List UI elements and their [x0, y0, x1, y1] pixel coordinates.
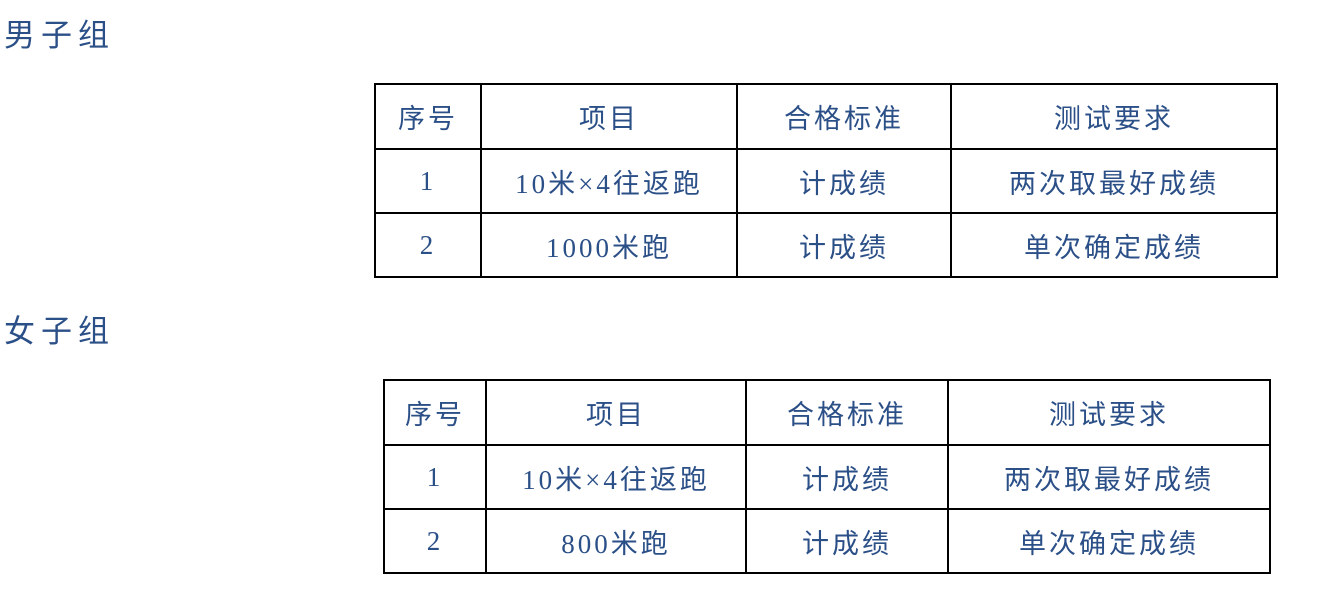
men-score-table: 序号 项目 合格标准 测试要求 1 10米×4往返跑 计成绩 两次取最好成绩 2… — [374, 83, 1278, 278]
column-header-seq: 序号 — [374, 83, 482, 150]
table-row: 2 800米跑 计成绩 单次确定成绩 — [383, 508, 1271, 574]
cell-item: 800米跑 — [485, 508, 747, 574]
cell-require: 单次确定成绩 — [950, 212, 1278, 278]
women-score-table: 序号 项目 合格标准 测试要求 1 10米×4往返跑 计成绩 两次取最好成绩 2… — [383, 379, 1271, 574]
cell-seq: 1 — [374, 148, 482, 214]
column-header-standard: 合格标准 — [736, 83, 952, 150]
women-table-header-row: 序号 项目 合格标准 测试要求 — [383, 379, 1271, 446]
table-row: 1 10米×4往返跑 计成绩 两次取最好成绩 — [374, 148, 1278, 214]
cell-standard: 计成绩 — [745, 508, 949, 574]
men-table-header-row: 序号 项目 合格标准 测试要求 — [374, 83, 1278, 150]
column-header-standard: 合格标准 — [745, 379, 949, 446]
cell-seq: 2 — [374, 212, 482, 278]
cell-require: 单次确定成绩 — [947, 508, 1271, 574]
group-heading-women: 女子组 — [4, 314, 115, 349]
column-header-require: 测试要求 — [950, 83, 1278, 150]
cell-standard: 计成绩 — [736, 212, 952, 278]
cell-standard: 计成绩 — [745, 444, 949, 510]
cell-standard: 计成绩 — [736, 148, 952, 214]
cell-item: 1000米跑 — [480, 212, 738, 278]
cell-seq: 2 — [383, 508, 487, 574]
cell-require: 两次取最好成绩 — [947, 444, 1271, 510]
table-row: 1 10米×4往返跑 计成绩 两次取最好成绩 — [383, 444, 1271, 510]
column-header-require: 测试要求 — [947, 379, 1271, 446]
column-header-item: 项目 — [485, 379, 747, 446]
cell-item: 10米×4往返跑 — [480, 148, 738, 214]
column-header-seq: 序号 — [383, 379, 487, 446]
cell-seq: 1 — [383, 444, 487, 510]
cell-require: 两次取最好成绩 — [950, 148, 1278, 214]
group-heading-men: 男子组 — [4, 18, 115, 53]
cell-item: 10米×4往返跑 — [485, 444, 747, 510]
table-row: 2 1000米跑 计成绩 单次确定成绩 — [374, 212, 1278, 278]
column-header-item: 项目 — [480, 83, 738, 150]
